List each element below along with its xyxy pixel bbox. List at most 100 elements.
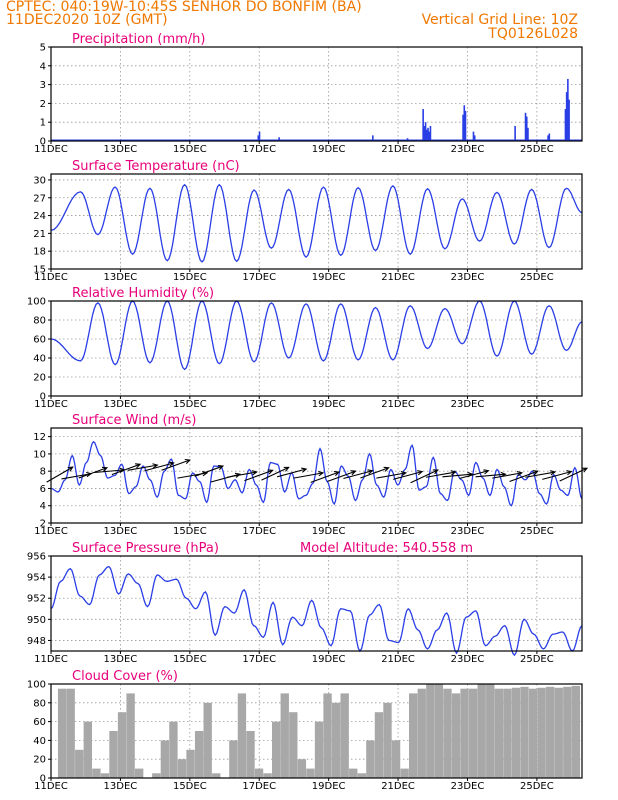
wind-vector <box>360 466 390 479</box>
wind-vector <box>244 469 274 482</box>
y-tick-label: 3 <box>40 80 46 91</box>
cloud-bar <box>451 693 461 778</box>
cloud-bar <box>554 687 563 778</box>
cloud-bar <box>340 693 349 778</box>
x-tick-label: 17DEC <box>242 399 276 410</box>
cloud-bar <box>66 688 75 778</box>
x-tick-label: 19DEC <box>312 781 346 792</box>
y-tick-label: 4 <box>40 501 46 512</box>
precip-bar <box>278 137 280 141</box>
cloud-bar <box>383 702 392 778</box>
precip-bar <box>567 78 569 141</box>
cloud-bar <box>289 712 298 778</box>
cloud-bar <box>126 693 135 778</box>
plot-frame <box>50 300 583 397</box>
precip-bar <box>422 109 424 141</box>
precip-bar <box>464 110 467 141</box>
wind-vector <box>161 458 191 471</box>
y-tick-label: 24 <box>33 211 46 222</box>
wind-vector <box>343 469 374 480</box>
x-tick-label: 25DEC <box>520 654 554 665</box>
x-tick-label: 15DEC <box>173 781 207 792</box>
x-tick-label: 13DEC <box>104 781 138 792</box>
x-tick-label: 15DEC <box>173 526 207 537</box>
wind-vector <box>144 461 175 472</box>
y-tick-label: 948 <box>27 636 46 647</box>
wind-vector <box>492 471 524 479</box>
cloud-bar <box>237 693 247 778</box>
cloud-bar <box>169 721 178 778</box>
x-tick-label: 23DEC <box>451 526 485 537</box>
y-tick-label: 2 <box>40 519 46 530</box>
plot-frame <box>50 46 583 142</box>
cloud-bar <box>92 768 101 778</box>
x-tick-label: 25DEC <box>520 399 554 410</box>
cloud-bar <box>272 721 281 778</box>
cloud-bar <box>366 740 375 778</box>
panel-annotation: Model Altitude: 540.558 m <box>300 541 473 556</box>
x-tick-label: 21DEC <box>381 399 415 410</box>
x-tick-label: 13DEC <box>104 399 138 410</box>
y-tick-label: 60 <box>33 335 46 346</box>
y-tick-label: 80 <box>33 316 46 327</box>
x-tick-label: 21DEC <box>381 272 415 283</box>
panel-4: 948 950 952 954 956 11DEC 13DEC 15DEC 17DEC 19DEC… <box>27 541 583 665</box>
cloud-bar <box>563 686 572 778</box>
x-tick-label: 25DEC <box>520 526 554 537</box>
precip-bar <box>372 135 374 141</box>
panel-1: 15 18 21 24 27 30 11DEC 13DEC 15DEC 17DEC 19DEC 21D… <box>33 159 583 283</box>
x-tick-label: 17DEC <box>242 526 276 537</box>
cloud-bar <box>194 731 204 778</box>
precip-bar <box>525 116 528 141</box>
cloud-bar <box>109 731 118 778</box>
panel-title: Surface Wind (m/s) <box>72 413 196 428</box>
wind-vector <box>111 463 142 476</box>
cloud-bar <box>486 684 495 778</box>
y-tick-label: 956 <box>27 552 46 563</box>
precip-bar <box>548 133 551 141</box>
precip-bar <box>472 131 475 141</box>
cloud-bar <box>212 773 221 778</box>
y-tick-label: 950 <box>27 615 46 626</box>
x-tick-label: 19DEC <box>312 399 346 410</box>
x-tick-label: 15DEC <box>173 654 207 665</box>
y-tick-label: 30 <box>33 175 46 186</box>
y-tick-label: 2 <box>40 99 46 110</box>
x-tick-label: 11DEC <box>34 399 68 410</box>
y-tick-label: 954 <box>27 573 46 584</box>
wind-vector <box>127 463 159 471</box>
x-tick-label: 23DEC <box>451 399 485 410</box>
cloud-bar <box>314 721 324 778</box>
cloud-bar <box>57 688 67 778</box>
x-tick-label: 23DEC <box>451 144 485 155</box>
cloud-bar <box>460 688 469 778</box>
wind-vector <box>293 471 325 479</box>
wind-vector <box>509 470 539 483</box>
x-tick-label: 23DEC <box>451 654 485 665</box>
wind-vector <box>261 466 290 481</box>
x-tick-label: 21DEC <box>381 654 415 665</box>
cloud-bar <box>528 688 538 778</box>
x-tick-label: 23DEC <box>451 781 485 792</box>
y-tick-label: 60 <box>33 717 46 728</box>
panel-5: 0 20 40 60 80 100 11DEC 13DEC 15DEC 17DEC 19DEC 21D… <box>27 669 583 792</box>
cloud-bar <box>426 684 435 778</box>
wind-vector <box>459 469 490 480</box>
y-tick-label: 20 <box>33 373 46 384</box>
precip-bar <box>568 99 570 141</box>
panel-0: 0 1 2 3 4 5 11DEC 13DEC 15DEC 17DEC 19DEC 21DEC 23DE… <box>34 32 583 155</box>
wind-vector <box>410 469 439 484</box>
plot-frame <box>50 683 583 779</box>
wind-vector <box>227 470 258 478</box>
x-tick-label: 21DEC <box>381 144 415 155</box>
y-tick-label: 27 <box>33 193 46 204</box>
x-tick-label: 17DEC <box>242 144 276 155</box>
cloud-bar <box>100 773 110 778</box>
y-tick-label: 15 <box>33 265 46 276</box>
cloud-bar <box>152 773 161 778</box>
precip-bar <box>527 127 529 141</box>
cloud-bar <box>160 740 170 778</box>
wind-vector <box>194 465 225 477</box>
cloud-bar <box>494 688 504 778</box>
precip-bar <box>257 135 260 141</box>
